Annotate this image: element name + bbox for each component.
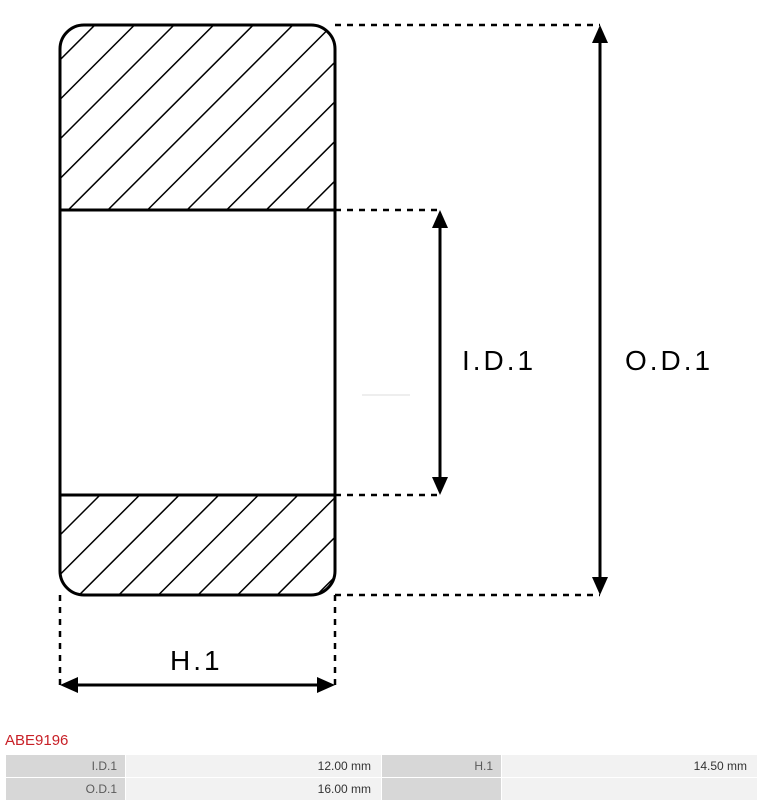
spec-table: I.D.1 12.00 mm H.1 14.50 mm O.D.1 16.00 … [5,754,758,801]
spec-label: O.D.1 [6,778,126,801]
arrow-h-right [317,677,335,693]
spec-value: 14.50 mm [502,755,758,778]
spec-label: H.1 [382,755,502,778]
arrow-h-left [60,677,78,693]
table-row: O.D.1 16.00 mm [6,778,758,801]
part-code: ABE9196 [5,732,68,749]
arrow-od-top [592,25,608,43]
hatch-bottom [60,495,335,595]
label-id1: I.D.1 [462,345,536,376]
hatch-top [60,25,335,210]
spec-value: 12.00 mm [126,755,382,778]
spec-label: I.D.1 [6,755,126,778]
technical-drawing: O.D.1 I.D.1 H.1 [0,0,763,728]
label-h1: H.1 [170,645,223,676]
spec-value: 16.00 mm [126,778,382,801]
arrow-id-top [432,210,448,228]
arrow-id-bot [432,477,448,495]
arrow-od-bot [592,577,608,595]
table-row: I.D.1 12.00 mm H.1 14.50 mm [6,755,758,778]
spec-value-empty [502,778,758,801]
label-od1: O.D.1 [625,345,713,376]
drawing-svg: O.D.1 I.D.1 H.1 [0,0,763,728]
spec-label-empty [382,778,502,801]
